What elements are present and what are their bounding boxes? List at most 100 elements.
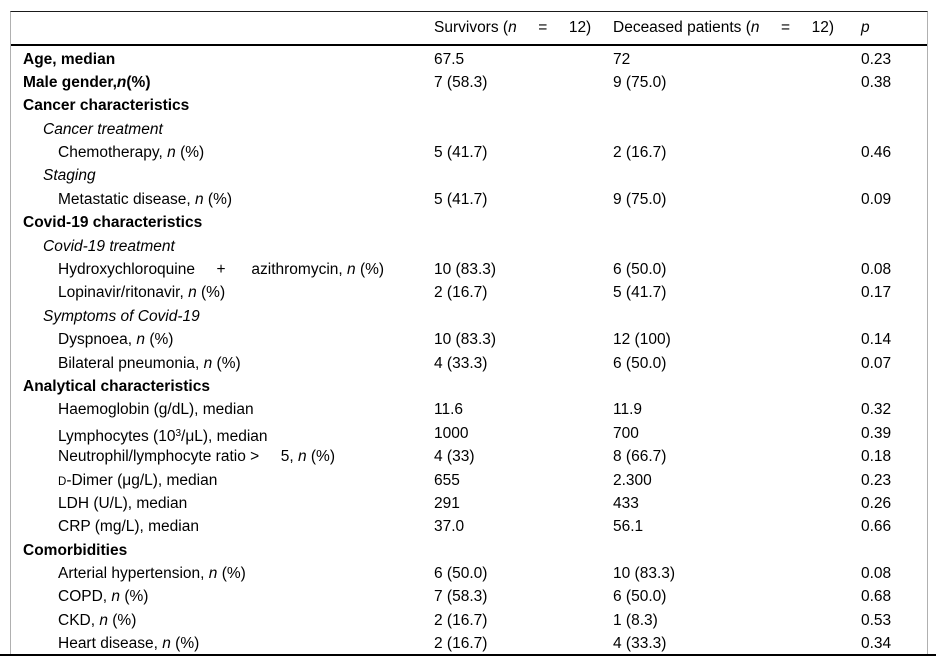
cell-survivors xyxy=(434,211,613,234)
cell-p: 0.08 xyxy=(861,565,892,583)
cell-deceased: 4 (33.3) xyxy=(613,635,667,653)
cell-p xyxy=(861,164,927,187)
row-label: Haemoglobin (g/dL), median xyxy=(11,398,434,421)
cell-p: 0.38 xyxy=(861,73,892,91)
row-label: Comorbidities xyxy=(11,539,434,562)
cell-deceased: 9 (75.0) xyxy=(613,190,667,208)
cell-survivors: 4 (33.3) xyxy=(434,354,488,372)
label-text: -Dimer (μg/L), median xyxy=(66,471,218,489)
cell-p xyxy=(861,305,927,328)
table-row: CKD, n (%) 2 (16.7) 1 (8.3) 0.53 xyxy=(11,609,927,632)
cell-deceased: 11.9 xyxy=(613,401,643,419)
cell-deceased: 6 (50.0) xyxy=(613,261,667,279)
cell-deceased: 1 (8.3) xyxy=(613,611,658,629)
row-label: Age, median xyxy=(11,48,434,71)
label-text: CKD, xyxy=(58,611,100,629)
cell-deceased: 56.1 xyxy=(613,518,644,536)
row-label: Dyspnoea, n (%) xyxy=(11,328,434,351)
italic-n: n xyxy=(194,190,204,208)
cell-p: 0.07 xyxy=(861,354,892,372)
row-label: Male gender,n(%) xyxy=(11,71,434,94)
cell-deceased xyxy=(613,539,861,562)
cell-deceased xyxy=(613,305,861,328)
cell-deceased: 2 (16.7) xyxy=(613,144,667,162)
cell-survivors: 2 (16.7) xyxy=(434,284,488,302)
cell-deceased xyxy=(613,94,861,117)
cell-survivors xyxy=(434,305,613,328)
table-row: D-Dimer (μg/L), median 655 2.300 0.23 xyxy=(11,469,927,492)
cell-survivors: 4 (33) xyxy=(434,448,475,466)
cell-survivors: 37.0 xyxy=(434,518,465,536)
table-row: Bilateral pneumonia, n (%) 4 (33.3) 6 (50.… xyxy=(11,352,927,375)
cell-deceased: 12 (100) xyxy=(613,331,671,349)
label-text: Bilateral pneumonia, xyxy=(58,354,204,372)
row-label: Cancer treatment xyxy=(11,118,434,141)
table-row: Haemoglobin (g/dL), median 11.6 11.9 0.32 xyxy=(11,398,927,421)
label-text: Heart disease, xyxy=(58,635,163,653)
label-text: Hydroxychloroquine + azithromycin, xyxy=(58,261,348,279)
cell-survivors: 10 (83.3) xyxy=(434,261,497,279)
italic-n: n xyxy=(203,354,213,372)
label-text: Comorbidities xyxy=(23,541,128,559)
table-bottom-rule xyxy=(0,654,936,656)
label-text: Cancer characteristics xyxy=(23,97,190,115)
label-text: (%) xyxy=(212,354,241,372)
cell-deceased: 433 xyxy=(613,494,639,512)
cell-p: 0.32 xyxy=(861,401,892,419)
label-text: Haemoglobin (g/dL), median xyxy=(58,401,254,419)
cell-survivors: 291 xyxy=(434,494,460,512)
label-text: Deceased patients ( xyxy=(613,19,751,36)
label-text: /μL), median xyxy=(181,427,268,445)
table-header-row: Survivors (n = 12) Deceased patients (n … xyxy=(11,12,927,46)
cell-survivors xyxy=(434,94,613,117)
row-label: Bilateral pneumonia, n (%) xyxy=(11,352,434,375)
cell-deceased: 6 (50.0) xyxy=(613,588,667,606)
cell-p xyxy=(861,539,927,562)
label-text: Symptoms of Covid-19 xyxy=(43,307,200,325)
row-label: Chemotherapy, n (%) xyxy=(11,141,434,164)
cell-p: 0.68 xyxy=(861,588,892,606)
row-label: D-Dimer (μg/L), median xyxy=(11,469,434,494)
table-row: Covid-19 characteristics xyxy=(11,211,927,234)
label-text: Lymphocytes (10 xyxy=(58,427,176,445)
cell-p: 0.23 xyxy=(861,50,892,68)
cell-p: 0.66 xyxy=(861,518,892,536)
table-row: Male gender,n(%) 7 (58.3) 9 (75.0) 0.38 xyxy=(11,71,927,94)
table-row: Heart disease, n (%) 2 (16.7) 4 (33.3) 0.34 xyxy=(11,632,927,655)
cell-p xyxy=(861,94,927,117)
label-text: Lopinavir/ritonavir, xyxy=(58,284,189,302)
label-text: = 12) xyxy=(516,19,592,36)
table-row: Symptoms of Covid-19 xyxy=(11,305,927,328)
cell-p: 0.34 xyxy=(861,635,892,653)
table-row: Hydroxychloroquine + azithromycin, n (%)… xyxy=(11,258,927,281)
label-text: Analytical characteristics xyxy=(23,377,210,395)
row-label: CKD, n (%) xyxy=(11,609,434,632)
table-row: Lopinavir/ritonavir, n (%) 2 (16.7) 5 (41.… xyxy=(11,281,927,304)
cell-deceased: 700 xyxy=(613,424,639,442)
cell-p: 0.09 xyxy=(861,190,892,208)
table-row: Metastatic disease, n (%) 5 (41.7) 9 (75.0… xyxy=(11,188,927,211)
cell-survivors: 7 (58.3) xyxy=(434,73,488,91)
italic-n: n xyxy=(188,284,197,302)
label-text: (%) xyxy=(170,635,200,653)
label-text: Covid-19 treatment xyxy=(43,237,175,255)
table-row: Cancer characteristics xyxy=(11,94,927,117)
cell-p: 0.08 xyxy=(861,261,892,279)
italic-n: n xyxy=(750,19,760,36)
cell-p: 0.14 xyxy=(861,331,892,349)
label-text: Arterial hypertension, xyxy=(58,565,209,583)
label-text: (%) xyxy=(306,448,335,466)
table-row: CRP (mg/L), median 37.0 56.1 0.66 xyxy=(11,515,927,538)
cell-p: 0.23 xyxy=(861,471,892,489)
label-text: (%) xyxy=(355,261,385,279)
table-row: Comorbidities xyxy=(11,539,927,562)
cell-p: 0.18 xyxy=(861,448,892,466)
label-text: (%) xyxy=(107,611,137,629)
cell-deceased xyxy=(613,375,861,398)
cell-p: 0.53 xyxy=(861,611,892,629)
cell-deceased: 72 xyxy=(613,50,631,68)
cell-p xyxy=(861,375,927,398)
label-text: (%) xyxy=(175,144,205,162)
label-text: Neutrophil/lymphocyte ratio > 5, xyxy=(58,448,298,466)
italic-n: n xyxy=(136,331,146,349)
